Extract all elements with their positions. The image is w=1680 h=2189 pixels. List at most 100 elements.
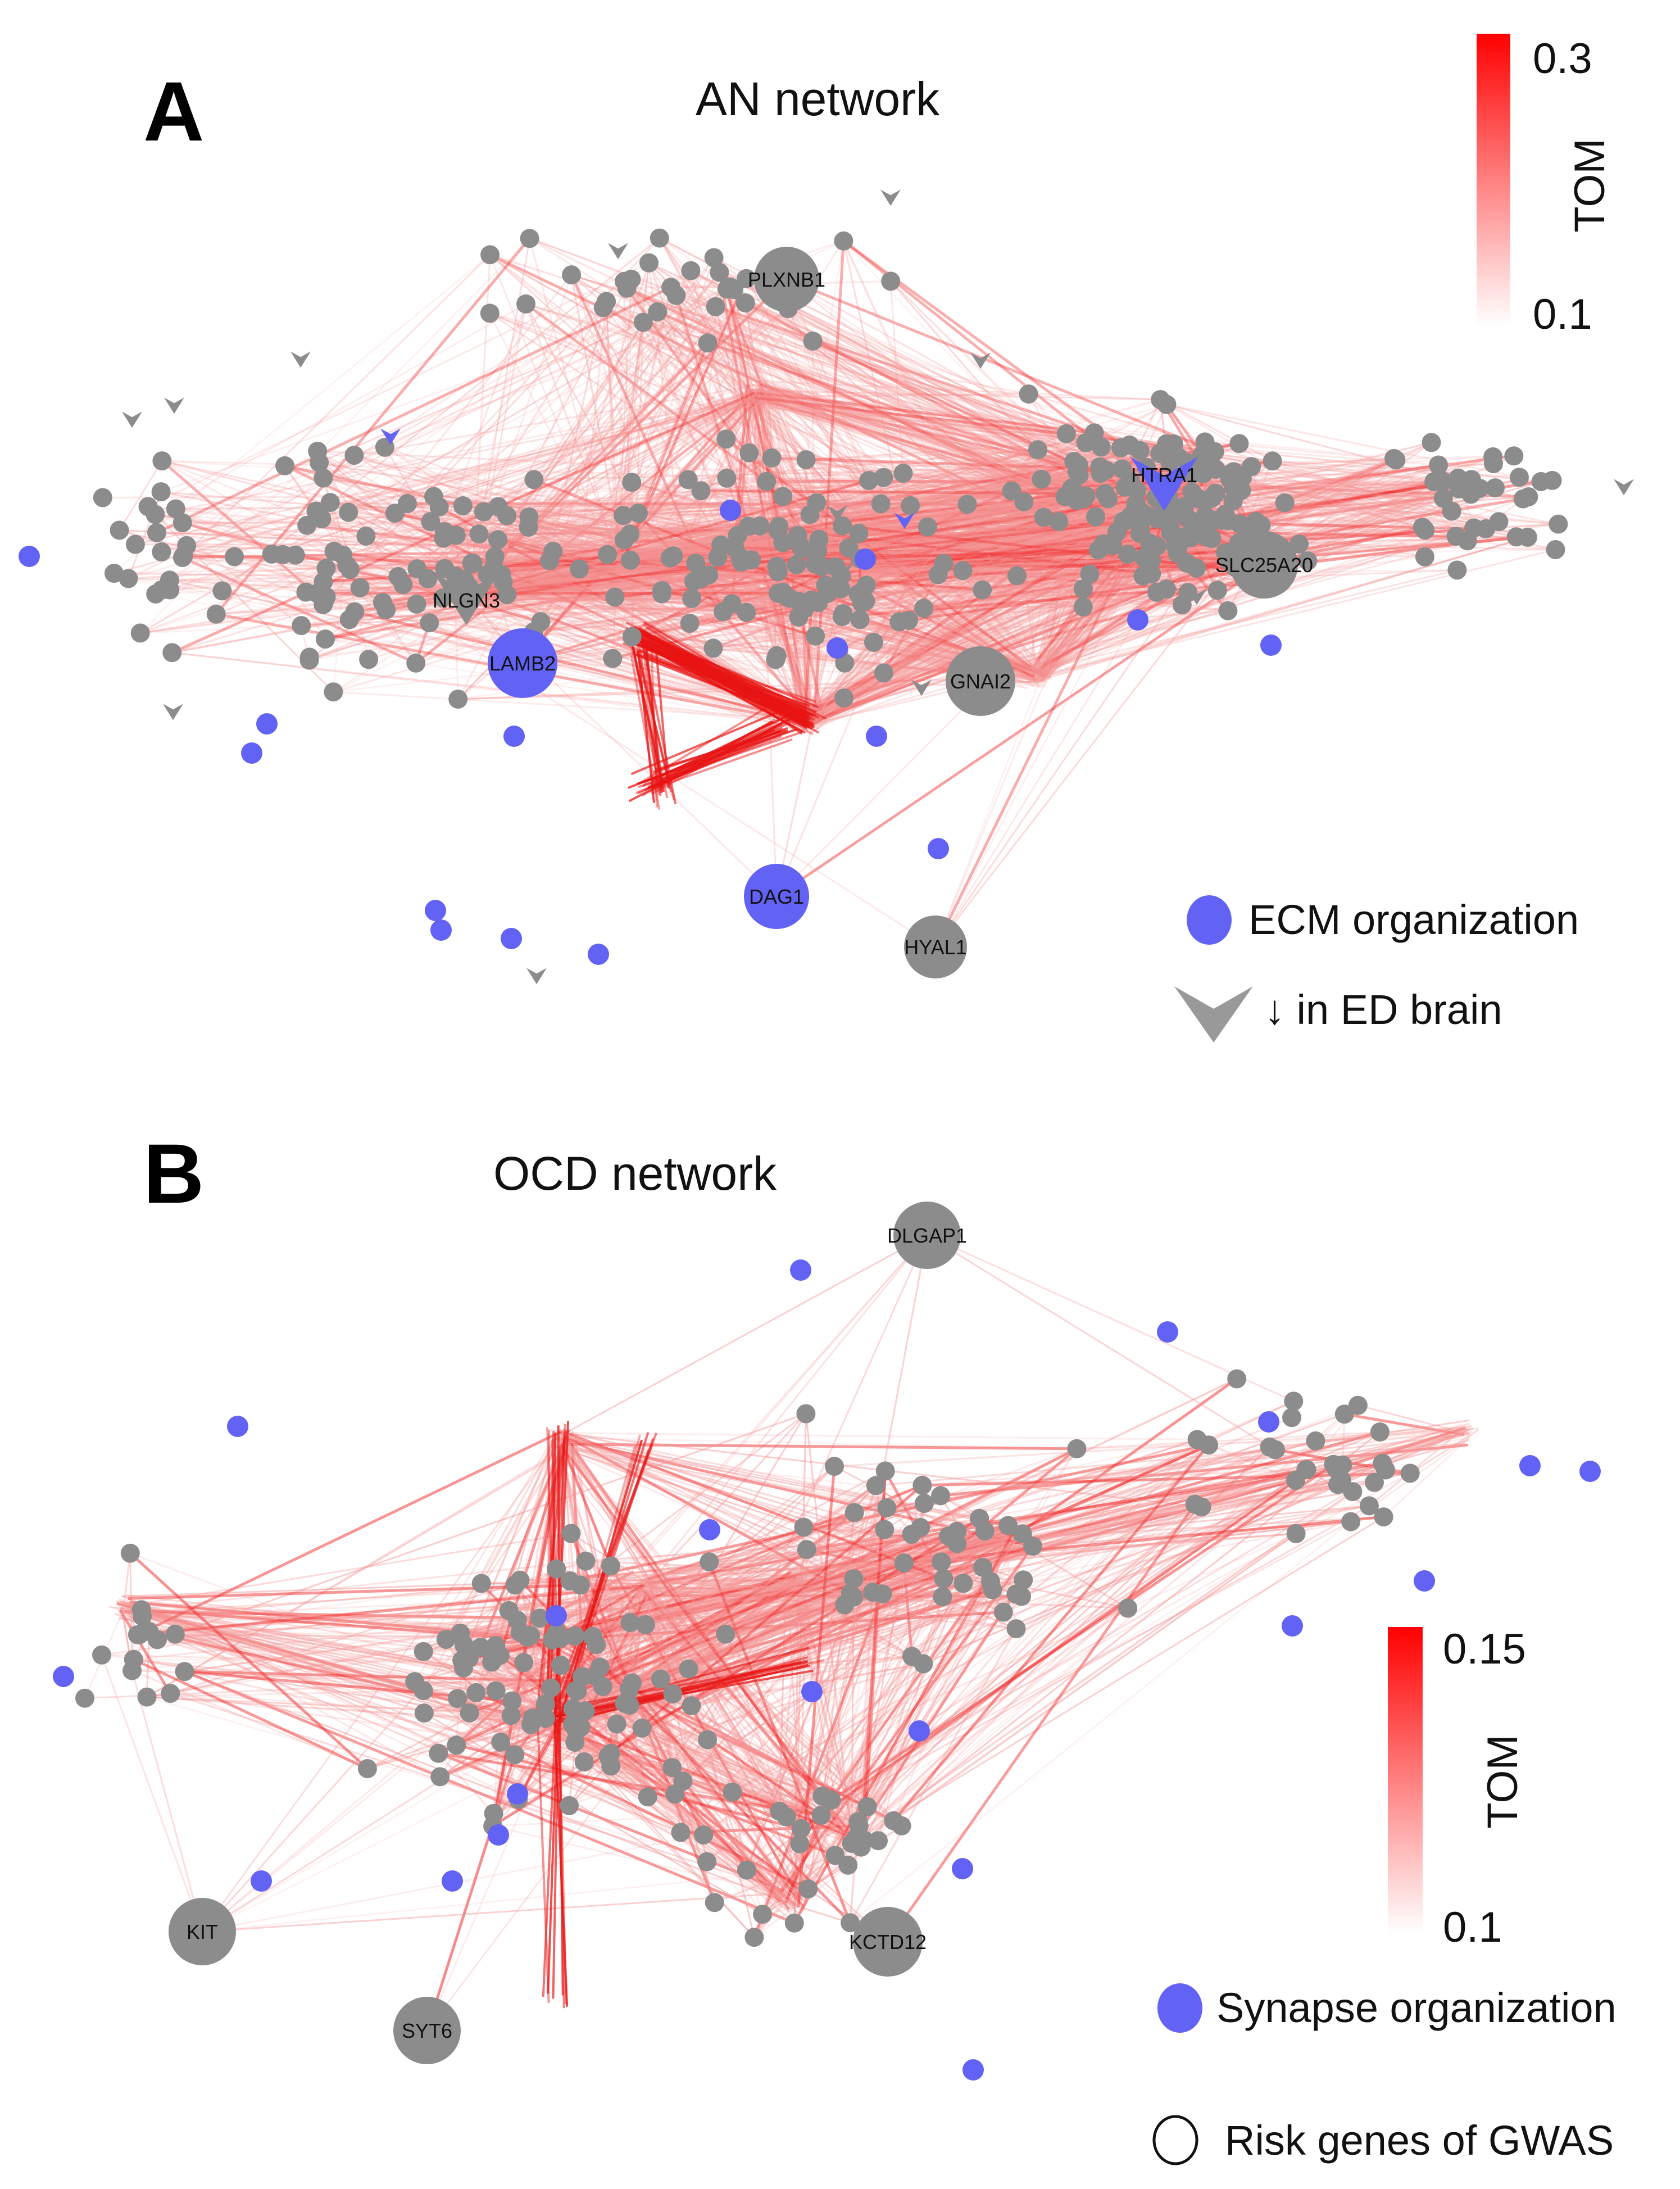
network-edge [783, 469, 1106, 497]
gene-node [773, 487, 793, 506]
network-edge [637, 401, 759, 514]
highlight-gene-node [962, 2059, 984, 2081]
gene-node [566, 1680, 585, 1700]
network-edge [493, 463, 1079, 569]
gene-node [899, 610, 918, 630]
network-edge [927, 526, 1254, 553]
gene-node [1006, 1619, 1026, 1639]
network-edge [745, 302, 1234, 473]
gene-node [125, 534, 145, 554]
gene-node [1049, 512, 1069, 532]
network-edge [693, 272, 720, 582]
network-edge [155, 593, 803, 726]
gene-node [551, 1656, 570, 1675]
network-edge [471, 461, 1170, 597]
network-edge [624, 464, 1079, 554]
network-edge [812, 520, 1060, 733]
network-edge [882, 1578, 944, 1595]
network-edge [820, 1512, 856, 1816]
network-edge [690, 270, 1152, 561]
network-edge [712, 520, 1059, 649]
network-edge [517, 306, 717, 664]
network-edge [394, 512, 912, 567]
gene-node [1007, 566, 1027, 586]
gene-node [299, 650, 319, 670]
network-edge [693, 396, 759, 582]
network-edge [457, 303, 527, 591]
network-edge [793, 1440, 1316, 1594]
gene-node [562, 265, 582, 285]
network-edge [625, 287, 819, 552]
gene-node [1114, 511, 1134, 531]
network-edge [800, 1534, 912, 1829]
gene-node [682, 1696, 701, 1716]
network-edge [323, 307, 604, 605]
network-edge [729, 287, 907, 561]
network-edge [615, 479, 869, 558]
network-edge [1046, 551, 1254, 677]
gene-node [873, 1584, 892, 1604]
gene-node [516, 294, 535, 314]
down-regulated-node-icon [290, 351, 311, 368]
network-edge [811, 497, 1444, 730]
network-edge [433, 385, 765, 497]
network-edge [670, 497, 1212, 559]
network-edge [139, 1619, 517, 1635]
network-edge [464, 578, 884, 674]
gene-node [737, 602, 756, 622]
network-edge [620, 529, 1141, 564]
gene-node [497, 585, 517, 604]
network-edge [815, 473, 904, 565]
network-edge [149, 1584, 803, 1633]
network-edge [866, 479, 1174, 586]
network-edge [346, 511, 484, 566]
hub-gene-node [754, 247, 819, 312]
network-edge [934, 497, 1213, 948]
network-edge [766, 479, 1174, 483]
network-edge [843, 240, 1039, 451]
network-edge [651, 1579, 748, 1871]
network-edge [644, 1624, 684, 1782]
panel-b-scale-min: 0.1 [1443, 1904, 1502, 1951]
hub-gene-node [904, 916, 967, 978]
gene-node [152, 542, 171, 561]
network-edge [560, 1485, 877, 1725]
network-edge [565, 1431, 807, 1551]
network-edge [1267, 569, 1457, 574]
network-edge [843, 241, 1046, 678]
network-edge [172, 651, 798, 723]
network-edge [475, 270, 692, 596]
network-edge [119, 460, 163, 531]
network-edge [778, 1573, 787, 1811]
network-edge [155, 394, 766, 515]
gene-node [138, 497, 158, 516]
network-edge [317, 450, 738, 537]
network-edge [725, 288, 824, 716]
network-edge [849, 1628, 1017, 1923]
network-edge [1038, 497, 1213, 669]
gene-node [796, 450, 816, 469]
gene-node [359, 650, 379, 669]
gene-node [1084, 423, 1104, 443]
gene-node [1518, 527, 1537, 547]
network-edge [424, 1589, 798, 1714]
network-edge [319, 461, 494, 569]
network-edge [1336, 1426, 1466, 1471]
gene-node [407, 559, 427, 579]
network-edge [729, 287, 811, 515]
network-edge [574, 1582, 964, 1743]
network-edge [438, 1752, 494, 1814]
network-edge [333, 605, 472, 693]
gene-node [499, 1601, 519, 1620]
network-edge [316, 510, 625, 541]
network-edge [816, 502, 1266, 563]
network-edge [763, 398, 1174, 445]
network-edge [474, 456, 1179, 591]
network-edge [778, 470, 1078, 528]
network-edge [707, 342, 1145, 559]
network-edge [814, 552, 938, 576]
network-edge [479, 533, 747, 614]
hub-gene-label: SLC25A20 [1215, 554, 1313, 577]
network-edge [1151, 540, 1468, 561]
panel-a: PLXNB1HTRA1NLGN3SLC25A20LAMB2GNAI2DAG1HY… [19, 34, 1634, 1043]
